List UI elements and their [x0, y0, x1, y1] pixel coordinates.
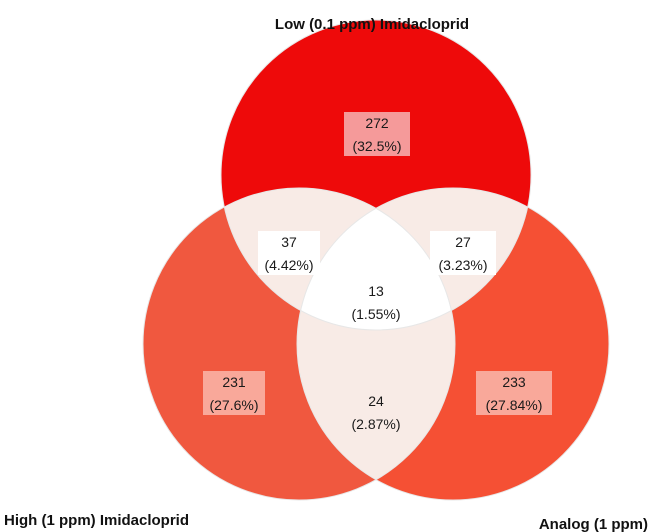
analog-outline: [296, 187, 610, 501]
high-only-label-box: [203, 371, 265, 415]
low-only-percent: (32.5%): [352, 138, 401, 154]
analog-set-title: Analog (1 ppm): [539, 516, 648, 532]
low-analog-percent: (3.23%): [438, 257, 487, 273]
analog-only-label-box: [476, 371, 552, 415]
high-analog-percent: (2.87%): [351, 416, 400, 432]
low-analog-label-box: [430, 231, 496, 275]
low-high-label-box: [258, 231, 320, 275]
low-outline: [220, 19, 532, 331]
all-three-percent: (1.55%): [351, 306, 400, 322]
all-three-overlap: [297, 188, 455, 330]
all-three-count: 13: [368, 283, 384, 299]
high-only-percent: (27.6%): [209, 397, 258, 413]
high-outline: [142, 187, 456, 501]
high-set-title: High (1 ppm) Imidacloprid: [4, 512, 189, 529]
high-only-count: 231: [222, 374, 246, 390]
low-analog-count: 27: [455, 234, 471, 250]
low-set-title: Low (0.1 ppm) Imidacloprid: [275, 16, 469, 33]
low-high-percent: (4.42%): [264, 257, 313, 273]
analog-only-percent: (27.84%): [486, 397, 543, 413]
low-only-label-box: [344, 112, 410, 156]
analog-only-count: 233: [502, 374, 526, 390]
low-only-count: 272: [365, 115, 389, 131]
low-high-count: 37: [281, 234, 297, 250]
high-analog-count: 24: [368, 393, 384, 409]
